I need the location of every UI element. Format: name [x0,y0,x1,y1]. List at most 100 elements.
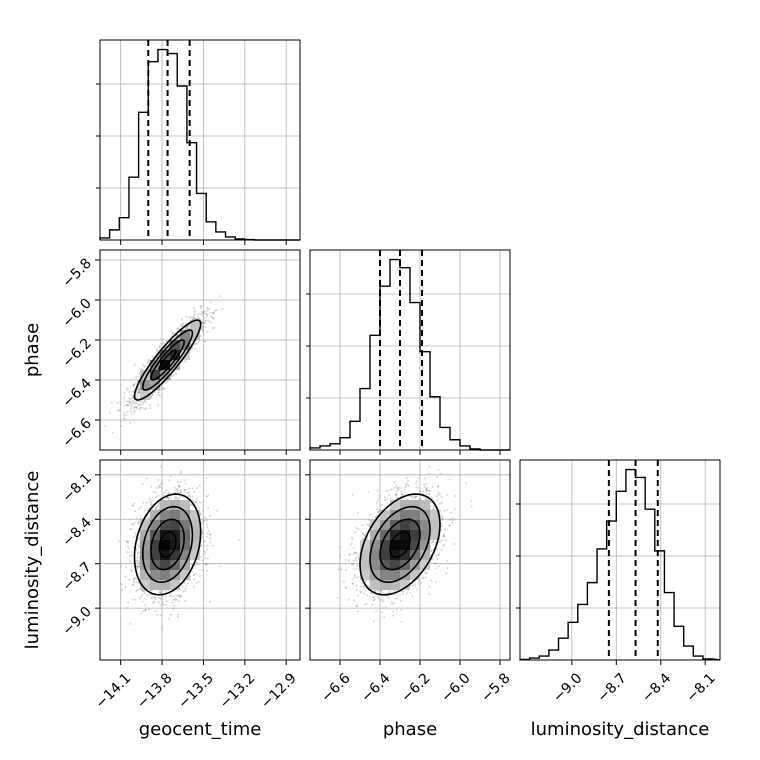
scatter-point [138,376,141,379]
scatter-point [185,584,188,587]
scatter-point [203,317,206,320]
scatter-point [188,316,191,319]
density-cell [190,330,200,340]
scatter-point [118,409,121,411]
scatter-point [204,326,207,329]
scatter-point [201,559,204,562]
scatter-point [136,589,139,591]
scatter-point [185,322,187,325]
scatter-point [134,532,137,535]
scatter-point [200,304,203,307]
scatter-point [121,588,124,591]
scatter-point [145,502,148,504]
scatter-point [201,569,204,571]
scatter-point [194,501,197,504]
density-cell [150,370,160,380]
scatter-point [156,349,159,352]
scatter-point [132,399,134,402]
scatter-point [124,586,127,589]
scatter-point [142,610,144,613]
density-cell [190,530,200,540]
scatter-point [195,563,198,566]
scatter-point [128,397,131,400]
scatter-point [175,488,178,491]
scatter-point [119,425,122,428]
scatter-point [137,566,139,569]
scatter-point [184,488,187,491]
scatter-point [203,322,206,325]
scatter-point [212,317,215,320]
scatter-point [137,582,140,585]
contours [133,319,202,401]
scatter-point [133,576,136,579]
scatter-point [122,414,125,417]
scatter-point [205,535,208,538]
scatter-point [160,597,163,600]
scatter-point [206,495,209,498]
scatter-point [129,398,132,401]
density-cell [180,500,190,510]
scatter-point [168,617,171,620]
scatter-point [167,497,169,500]
scatter-point [131,397,134,400]
scatter-point [131,412,134,415]
scatter-point [150,597,153,600]
density-cell [160,520,170,530]
density-cell [170,580,180,590]
scatter-point [130,569,133,572]
scatter-point [129,622,132,625]
scatter-point [178,486,181,489]
scatter-point [120,420,123,423]
scatter-point [129,401,132,404]
scatter-point [184,491,187,494]
scatter-point [158,486,161,489]
scatter-point [130,550,133,553]
scatter-point [142,501,145,504]
scatter-point [137,403,140,406]
scatter-point [129,403,132,406]
density-cell [150,540,160,550]
scatter-point [131,583,134,586]
scatter-point [168,479,171,482]
scatter-point [130,403,133,406]
scatter-point [202,313,205,315]
scatter-point [348,559,350,562]
scatter-point [128,578,131,581]
scatter-point [381,598,384,601]
scatter-point [132,578,135,581]
scatter-point [209,533,211,536]
scatter-point [152,354,155,357]
scatter-point [138,561,141,564]
scatter-point [434,563,437,565]
scatter-point [193,317,196,320]
scatter-point [376,511,379,514]
scatter-point [168,491,171,494]
scatter-point [164,603,167,606]
scatter-point [173,486,176,489]
scatter-point [177,613,180,616]
scatter-point [399,599,402,602]
scatter-point [414,495,417,498]
scatter-point [165,381,167,384]
scatter-point [143,365,146,368]
scatter-point [178,485,181,487]
scatter-point [200,327,203,330]
scatter-point [173,599,176,602]
panel-frame [519,459,721,661]
scatter-point [209,533,212,536]
scatter-point [201,330,204,333]
scatter-point [179,491,182,494]
scatter-point [141,407,144,409]
scatter-point [130,554,133,557]
scatter-point [138,522,140,525]
scatter-point [357,528,360,531]
scatter-point [366,594,369,597]
scatter-point [136,551,139,554]
scatter-point [137,543,140,546]
scatter-point [143,592,146,594]
scatter-point [165,340,168,343]
scatter-point [144,509,146,512]
scatter-point [150,596,153,599]
contours [133,493,202,596]
